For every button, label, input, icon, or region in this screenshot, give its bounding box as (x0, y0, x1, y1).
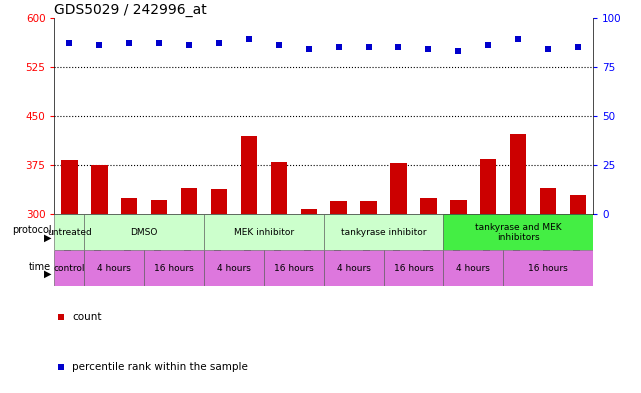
Text: GSM1340537: GSM1340537 (544, 214, 553, 265)
Text: GSM1340530: GSM1340530 (513, 214, 522, 265)
Point (423, 46, 433, 52)
Text: count: count (72, 312, 102, 321)
Point (394, 44, 404, 50)
Bar (324, 250, 383, 286)
Point (304, 46, 314, 52)
Text: tankyrase inhibitor: tankyrase inhibitor (341, 228, 426, 237)
Point (453, 48, 463, 54)
Text: GSM1340536: GSM1340536 (334, 214, 343, 265)
Bar (85, 250, 144, 286)
Bar (121, 198, 138, 214)
Point (335, 134, 345, 141)
Text: control: control (54, 264, 85, 273)
Text: 4 hours: 4 hours (97, 264, 131, 273)
Bar (264, 250, 324, 286)
Text: GSM1340521: GSM1340521 (65, 214, 74, 265)
Text: GSM1340528: GSM1340528 (274, 214, 283, 265)
Point (244, 36, 254, 42)
Text: 4 hours: 4 hours (217, 264, 251, 273)
Bar (91, 165, 108, 214)
Bar (503, 250, 593, 286)
Text: ▶: ▶ (44, 233, 51, 243)
Point (363, 44, 374, 50)
Point (573, 44, 583, 50)
Bar (301, 209, 317, 214)
Bar (570, 195, 587, 214)
Bar (54, 214, 85, 250)
Bar (331, 201, 347, 214)
Text: GSM1340538: GSM1340538 (574, 214, 583, 265)
Text: 16 hours: 16 hours (274, 264, 313, 273)
Point (94, 42, 104, 48)
Bar (444, 250, 503, 286)
Bar (540, 188, 556, 214)
Bar (62, 160, 78, 214)
Text: ▶: ▶ (44, 269, 51, 279)
Bar (241, 136, 257, 214)
Bar (324, 214, 444, 250)
Bar (204, 214, 324, 250)
Text: GSM1340525: GSM1340525 (364, 214, 373, 265)
Text: 16 hours: 16 hours (394, 264, 433, 273)
Text: GSM1340529: GSM1340529 (484, 214, 493, 265)
Bar (151, 200, 167, 214)
Text: GSM1340524: GSM1340524 (154, 214, 163, 265)
Text: DMSO: DMSO (131, 228, 158, 237)
Text: GSM1340534: GSM1340534 (454, 214, 463, 265)
Text: GSM1340531: GSM1340531 (185, 214, 194, 265)
Text: 4 hours: 4 hours (456, 264, 490, 273)
Text: GSM1340533: GSM1340533 (424, 214, 433, 265)
Bar (211, 189, 228, 214)
Bar (360, 201, 377, 214)
Point (184, 42, 194, 48)
Bar (420, 198, 437, 214)
Bar (444, 214, 593, 250)
Bar (54, 250, 85, 286)
Point (214, 40, 224, 46)
Text: MEK inhibitor: MEK inhibitor (234, 228, 294, 237)
Bar (510, 134, 526, 214)
Text: protocol: protocol (12, 226, 51, 235)
Text: GSM1340523: GSM1340523 (125, 214, 134, 265)
Text: tankyrase and MEK
inhibitors: tankyrase and MEK inhibitors (475, 223, 562, 242)
Bar (181, 188, 197, 214)
Text: GDS5029 / 242996_at: GDS5029 / 242996_at (54, 3, 207, 17)
Text: percentile rank within the sample: percentile rank within the sample (72, 362, 248, 372)
Point (483, 42, 494, 48)
Text: GSM1340532: GSM1340532 (215, 214, 224, 265)
Point (543, 46, 553, 52)
Point (124, 40, 135, 46)
Point (333, 44, 344, 50)
Text: 16 hours: 16 hours (154, 264, 194, 273)
Text: 16 hours: 16 hours (528, 264, 568, 273)
Bar (204, 250, 264, 286)
Bar (144, 250, 204, 286)
Bar (85, 214, 204, 250)
Text: untreated: untreated (47, 228, 92, 237)
Text: GSM1340535: GSM1340535 (304, 214, 313, 265)
Text: time: time (29, 262, 51, 272)
Bar (383, 250, 444, 286)
Point (513, 36, 523, 42)
Point (274, 42, 284, 48)
Bar (450, 200, 467, 214)
Bar (480, 158, 496, 214)
Text: GSM1340527: GSM1340527 (244, 214, 253, 265)
Bar (390, 163, 406, 214)
Text: 4 hours: 4 hours (337, 264, 370, 273)
Bar (271, 162, 287, 214)
Point (154, 40, 164, 46)
Text: GSM1340522: GSM1340522 (95, 214, 104, 265)
Text: GSM1340526: GSM1340526 (394, 214, 403, 265)
Point (64, 40, 74, 46)
